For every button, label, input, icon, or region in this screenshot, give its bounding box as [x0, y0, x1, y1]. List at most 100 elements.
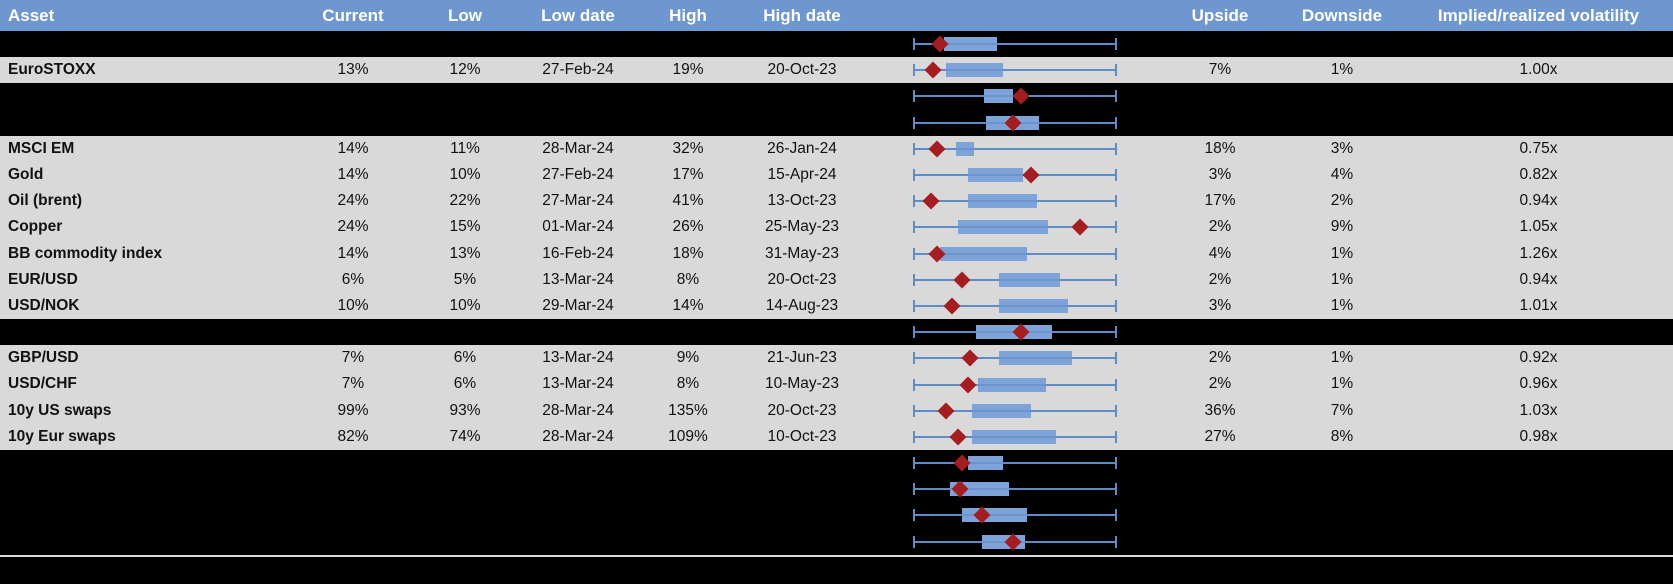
- high-cell[interactable]: [642, 31, 734, 57]
- high-cell[interactable]: 9%: [676, 349, 700, 367]
- downside-cell[interactable]: 7%: [1330, 401, 1354, 419]
- low-date-cell[interactable]: 13-Mar-24: [542, 270, 614, 288]
- low-date-cell[interactable]: [514, 450, 642, 476]
- implied-cell[interactable]: 1.03x: [1519, 401, 1558, 419]
- low-date-cell[interactable]: 29-Mar-24: [542, 296, 614, 314]
- high-date-cell[interactable]: [734, 83, 870, 109]
- downside-cell[interactable]: [1280, 31, 1404, 57]
- low-date-cell[interactable]: 13-Mar-24: [542, 375, 614, 393]
- header-upside[interactable]: Upside: [1191, 6, 1249, 25]
- implied-cell[interactable]: [1404, 502, 1673, 528]
- header-low-date[interactable]: Low date: [541, 6, 615, 25]
- high-date-cell[interactable]: [734, 450, 870, 476]
- current-cell[interactable]: [290, 83, 416, 109]
- high-cell[interactable]: [642, 450, 734, 476]
- asset-name-cell[interactable]: BB commodity index: [8, 244, 163, 262]
- downside-cell[interactable]: [1280, 476, 1404, 502]
- downside-cell[interactable]: [1280, 319, 1404, 345]
- asset-name-cell[interactable]: [0, 529, 290, 555]
- asset-name-cell[interactable]: 10y US swaps: [8, 401, 112, 419]
- low-cell[interactable]: 13%: [449, 244, 481, 262]
- low-cell[interactable]: [416, 450, 514, 476]
- low-date-cell[interactable]: 28-Mar-24: [542, 401, 614, 419]
- low-date-cell[interactable]: 13-Mar-24: [542, 349, 614, 367]
- high-cell[interactable]: 17%: [672, 165, 704, 183]
- asset-name-cell[interactable]: [0, 83, 290, 109]
- low-date-cell[interactable]: 16-Feb-24: [542, 244, 614, 262]
- high-cell[interactable]: 32%: [672, 139, 704, 157]
- header-high[interactable]: High: [669, 6, 707, 25]
- asset-name-cell[interactable]: [0, 31, 290, 57]
- low-cell[interactable]: 93%: [449, 401, 481, 419]
- low-cell[interactable]: 5%: [453, 270, 477, 288]
- implied-cell[interactable]: 0.92x: [1519, 349, 1558, 367]
- upside-cell[interactable]: 4%: [1208, 244, 1232, 262]
- low-date-cell[interactable]: 01-Mar-24: [542, 218, 614, 236]
- low-date-cell[interactable]: 28-Mar-24: [542, 139, 614, 157]
- high-cell[interactable]: 8%: [676, 270, 700, 288]
- implied-cell[interactable]: [1404, 31, 1673, 57]
- high-date-cell[interactable]: 10-May-23: [764, 375, 840, 393]
- low-cell[interactable]: 15%: [449, 218, 481, 236]
- low-cell[interactable]: 11%: [450, 139, 480, 157]
- high-cell[interactable]: 109%: [668, 427, 708, 445]
- upside-cell[interactable]: 2%: [1208, 218, 1232, 236]
- high-date-cell[interactable]: 26-Jan-24: [767, 139, 837, 157]
- high-date-cell[interactable]: [734, 502, 870, 528]
- low-date-cell[interactable]: [514, 31, 642, 57]
- current-cell[interactable]: 24%: [337, 192, 369, 210]
- low-cell[interactable]: 6%: [453, 375, 477, 393]
- current-cell[interactable]: 7%: [341, 349, 365, 367]
- low-date-cell[interactable]: [514, 83, 642, 109]
- implied-cell[interactable]: [1404, 450, 1673, 476]
- high-cell[interactable]: [642, 110, 734, 136]
- high-date-cell[interactable]: [734, 110, 870, 136]
- current-cell[interactable]: 14%: [337, 165, 369, 183]
- high-cell[interactable]: [642, 529, 734, 555]
- downside-cell[interactable]: 1%: [1330, 296, 1354, 314]
- upside-cell[interactable]: [1160, 502, 1280, 528]
- current-cell[interactable]: [290, 31, 416, 57]
- current-cell[interactable]: 13%: [337, 61, 369, 79]
- high-cell[interactable]: 135%: [668, 401, 708, 419]
- current-cell[interactable]: 24%: [337, 218, 369, 236]
- header-high-date[interactable]: High date: [763, 6, 841, 25]
- asset-name-cell[interactable]: Oil (brent): [8, 192, 83, 210]
- high-date-cell[interactable]: [734, 31, 870, 57]
- low-date-cell[interactable]: 28-Mar-24: [542, 427, 614, 445]
- high-date-cell[interactable]: [734, 319, 870, 345]
- implied-cell[interactable]: [1404, 83, 1673, 109]
- low-date-cell[interactable]: [514, 502, 642, 528]
- asset-name-cell[interactable]: [0, 502, 290, 528]
- current-cell[interactable]: 6%: [341, 270, 365, 288]
- high-date-cell[interactable]: 20-Oct-23: [767, 270, 837, 288]
- upside-cell[interactable]: 18%: [1204, 139, 1236, 157]
- downside-cell[interactable]: 1%: [1330, 349, 1354, 367]
- high-date-cell[interactable]: 15-Apr-24: [767, 165, 837, 183]
- high-date-cell[interactable]: 21-Jun-23: [767, 349, 837, 367]
- high-date-cell[interactable]: 13-Oct-23: [767, 192, 837, 210]
- header-downside[interactable]: Downside: [1301, 6, 1383, 25]
- current-cell[interactable]: 10%: [337, 296, 369, 314]
- implied-cell[interactable]: 1.00x: [1519, 61, 1558, 79]
- implied-cell[interactable]: 0.82x: [1519, 165, 1558, 183]
- implied-cell[interactable]: [1404, 476, 1673, 502]
- upside-cell[interactable]: [1160, 476, 1280, 502]
- low-cell[interactable]: 74%: [449, 427, 481, 445]
- downside-cell[interactable]: [1280, 83, 1404, 109]
- upside-cell[interactable]: [1160, 529, 1280, 555]
- high-cell[interactable]: 18%: [672, 244, 704, 262]
- upside-cell[interactable]: 3%: [1208, 165, 1232, 183]
- downside-cell[interactable]: 3%: [1330, 139, 1354, 157]
- upside-cell[interactable]: 17%: [1204, 192, 1236, 210]
- upside-cell[interactable]: [1160, 110, 1280, 136]
- downside-cell[interactable]: 4%: [1330, 165, 1354, 183]
- current-cell[interactable]: [290, 450, 416, 476]
- current-cell[interactable]: 14%: [337, 139, 369, 157]
- implied-cell[interactable]: 0.98x: [1519, 427, 1558, 445]
- low-date-cell[interactable]: [514, 476, 642, 502]
- downside-cell[interactable]: [1280, 110, 1404, 136]
- low-cell[interactable]: 10%: [449, 296, 481, 314]
- current-cell[interactable]: 7%: [341, 375, 365, 393]
- high-cell[interactable]: 41%: [672, 192, 704, 210]
